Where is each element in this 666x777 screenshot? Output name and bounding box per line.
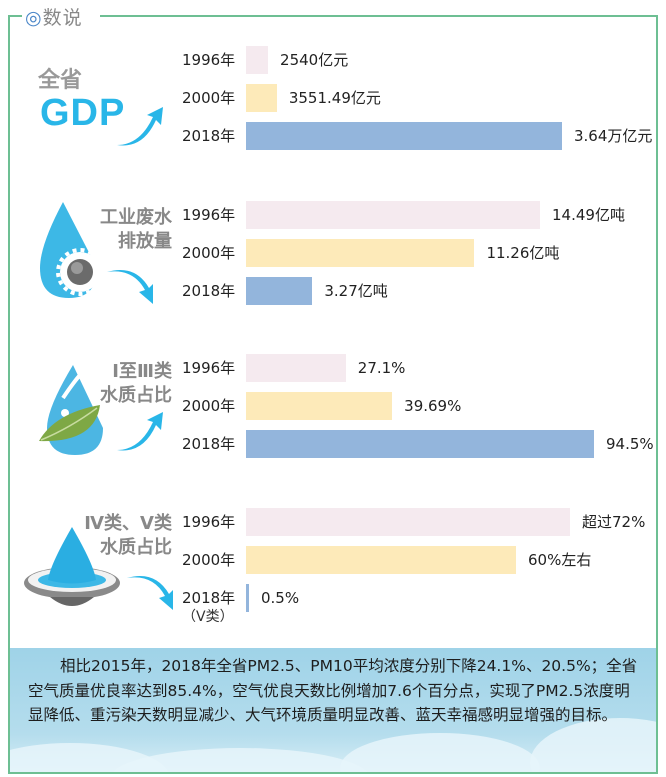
data-label: 3551.49亿元 — [288, 89, 381, 107]
header-title: ◎数说 — [25, 3, 83, 30]
grade-v-note: （Ⅴ类） — [182, 609, 234, 625]
data-label: 60%左右 — [528, 551, 592, 569]
grade-i-iii-label-line1: Ⅰ至Ⅲ类 — [112, 361, 172, 382]
category-label: 1996年 — [182, 359, 236, 377]
bar — [246, 122, 562, 150]
bar-row: 2018年 0.5% — [10, 584, 656, 612]
data-label: 0.5% — [261, 589, 300, 607]
bar — [246, 201, 540, 229]
grade-i-iii-label: Ⅰ至Ⅲ类 水质占比 — [82, 360, 172, 408]
category-label: 2018年 — [182, 282, 236, 300]
bar — [246, 84, 277, 112]
water-gear-icon — [40, 202, 104, 298]
footer-summary-panel: 相比2015年，2018年全省PM2.5、PM10平均浓度分别下降24.1%、2… — [10, 648, 656, 772]
bar — [246, 430, 594, 458]
data-label: 11.26亿吨 — [486, 244, 560, 262]
data-label: 94.5% — [606, 435, 654, 453]
frame-top-left — [8, 15, 22, 17]
water-drop-bowl-icon — [24, 527, 120, 606]
data-label: 2540亿元 — [280, 51, 349, 69]
data-label: 39.69% — [404, 397, 462, 415]
bar — [246, 277, 313, 305]
category-label: 2000年 — [182, 397, 236, 415]
category-label: 1996年 — [182, 51, 236, 69]
bar-row: 2000年 39.69% — [10, 392, 656, 420]
data-label: 3.27亿吨 — [324, 282, 388, 300]
cloud-decoration — [110, 748, 370, 772]
gdp-label-main: GDP — [40, 92, 126, 134]
trend-down-arrow-icon — [107, 270, 153, 304]
grade-iv-v-label: Ⅳ类、Ⅴ类 水质占比 — [72, 512, 172, 560]
data-label: 3.64万亿元 — [574, 127, 653, 145]
bar-row: 1996年 27.1% — [10, 354, 656, 382]
category-label: 1996年 — [182, 206, 236, 224]
wastewater-label-line1: 工业废水 — [100, 207, 172, 228]
footer-text: 相比2015年，2018年全省PM2.5、PM10平均浓度分别下降24.1%、2… — [28, 657, 638, 724]
bar — [246, 239, 475, 267]
frame-border — [8, 16, 658, 774]
category-label: 1996年 — [182, 513, 236, 531]
bar-row: 2018年 3.27亿吨 — [10, 277, 656, 305]
bar-row: 1996年 超过72% — [10, 508, 656, 536]
grade-iv-v-label-line1: Ⅳ类、Ⅴ类 — [84, 513, 172, 534]
grade-i-iii-label-line2: 水质占比 — [100, 385, 172, 406]
double-circle-icon: ◎ — [25, 7, 43, 29]
bar-row: 2000年 11.26亿吨 — [10, 239, 656, 267]
wastewater-label-line2: 排放量 — [118, 231, 172, 252]
bar — [246, 354, 346, 382]
category-label: 2018年 — [182, 435, 236, 453]
bar — [246, 584, 249, 612]
bar-row: 2018年 94.5% — [10, 430, 656, 458]
bar — [246, 508, 570, 536]
bar-row: 2000年 60%左右 — [10, 546, 656, 574]
category-label: 2018年 — [182, 589, 236, 607]
trend-up-arrow-icon — [117, 412, 163, 451]
data-label: 27.1% — [357, 359, 406, 377]
wastewater-label: 工业废水 排放量 — [92, 206, 172, 254]
bar — [246, 46, 269, 74]
header-title-text: 数说 — [42, 7, 83, 29]
trend-down-arrow-icon — [127, 576, 173, 610]
bar-row: 1996年 14.49亿吨 — [10, 201, 656, 229]
bar — [246, 546, 516, 574]
category-label: 2018年 — [182, 127, 236, 145]
category-label: 2000年 — [182, 244, 236, 262]
cloud-decoration — [340, 733, 540, 772]
frame-top-right — [100, 15, 658, 17]
bar-row: 2018年 3.64万亿元 — [10, 122, 656, 150]
category-label: 2000年 — [182, 551, 236, 569]
bar-row: 2000年 3551.49亿元 — [10, 84, 656, 112]
grade-iv-v-label-line2: 水质占比 — [100, 537, 172, 558]
bar-row: 1996年 2540亿元 — [10, 46, 656, 74]
data-label: 14.49亿吨 — [552, 206, 625, 224]
trend-up-arrow-icon — [117, 107, 163, 146]
water-leaf-icon — [39, 365, 103, 455]
data-label: 超过72% — [582, 513, 646, 531]
bar — [246, 392, 393, 420]
gdp-label-top: 全省 — [38, 68, 83, 93]
category-label: 2000年 — [182, 89, 236, 107]
